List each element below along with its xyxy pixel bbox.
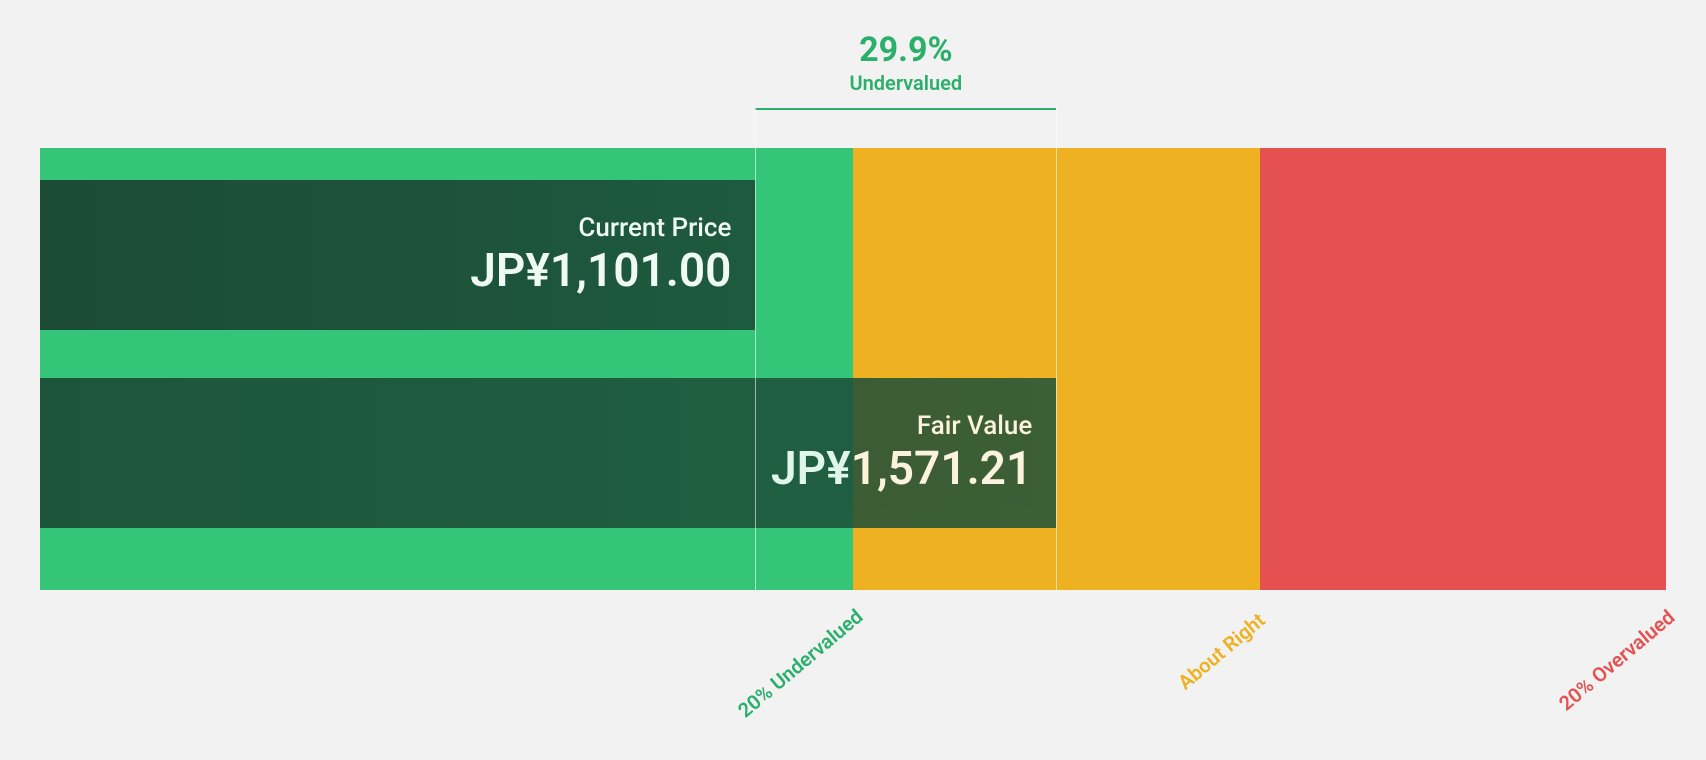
- callout-vline-from: [755, 108, 756, 590]
- bar-fair-label: Fair Value: [917, 411, 1032, 442]
- bar-fair: Fair ValueJP¥1,571.21: [40, 378, 1056, 528]
- callout-percent: 29.9%: [786, 32, 1026, 69]
- callout-bracket-line: [755, 108, 1056, 110]
- zone-label-aboutright: About Right: [1173, 608, 1270, 694]
- zone-label-undervalued: 20% Undervalued: [733, 604, 867, 722]
- bar-current-value: JP¥1,101.00: [470, 246, 731, 297]
- bar-current: Current PriceJP¥1,101.00: [40, 180, 755, 330]
- zone-label-overvalued: 20% Overvalued: [1554, 605, 1679, 716]
- chart-area: Current PriceJP¥1,101.00 Fair ValueJP¥1,5…: [40, 148, 1666, 590]
- valuation-callout: 29.9% Undervalued: [786, 32, 1026, 95]
- valuation-chart: Current PriceJP¥1,101.00 Fair ValueJP¥1,5…: [0, 0, 1706, 760]
- bar-fair-value: JP¥1,571.21: [771, 444, 1032, 495]
- bar-current-label: Current Price: [578, 213, 731, 244]
- zone-overvalued: [1260, 148, 1667, 590]
- callout-vline-to: [1056, 108, 1057, 590]
- callout-status: Undervalued: [786, 71, 1026, 95]
